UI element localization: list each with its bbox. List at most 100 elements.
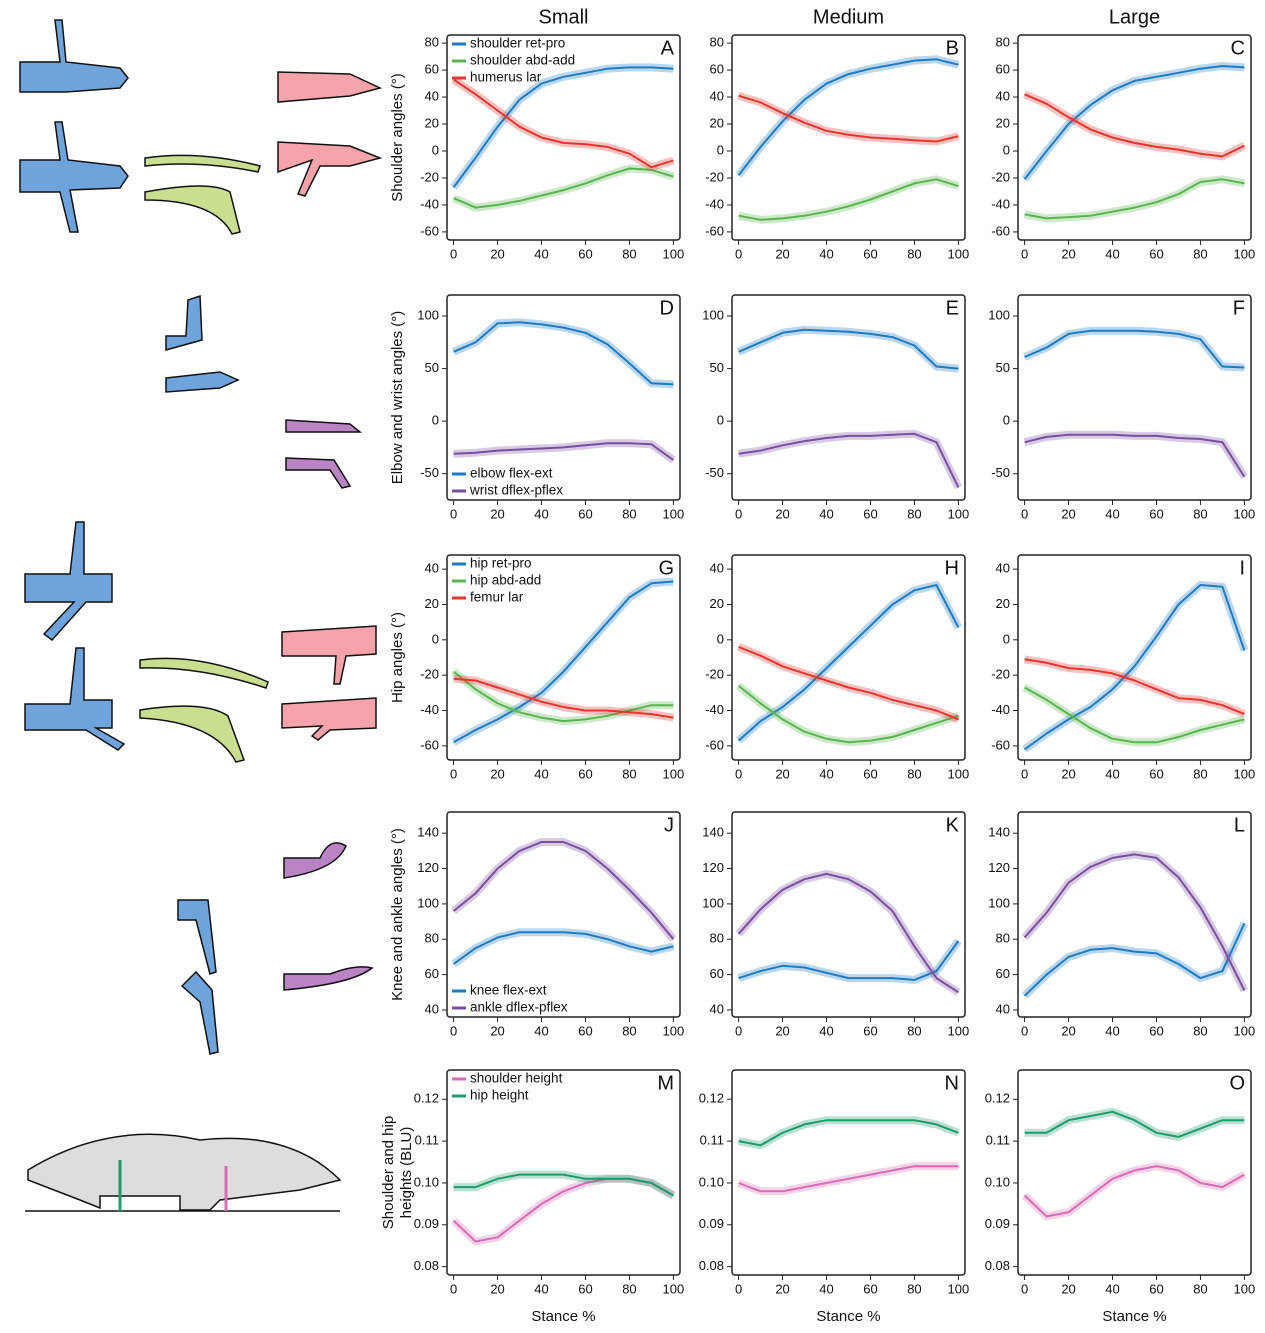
y-tick-label: 0.10 bbox=[699, 1174, 724, 1189]
y-tick-label: 100 bbox=[702, 307, 724, 322]
body-side bbox=[28, 1134, 340, 1210]
x-tick-label: 40 bbox=[534, 246, 548, 261]
illustrations bbox=[20, 20, 380, 1211]
hindlimb-side bbox=[282, 626, 376, 684]
x-tick-label: 0 bbox=[735, 766, 742, 781]
band bbox=[1025, 179, 1245, 218]
band bbox=[739, 59, 959, 175]
x-tick-label: 60 bbox=[578, 1281, 592, 1296]
y-tick-label: 0.11 bbox=[986, 1133, 1010, 1148]
y-tick-label: 140 bbox=[417, 825, 439, 840]
x-tick-label: 80 bbox=[907, 506, 921, 521]
ankle bbox=[284, 843, 346, 878]
y-tick-label: -50 bbox=[705, 465, 724, 480]
figure: SmallA-60-40-20020406080020406080100Shou… bbox=[0, 0, 1265, 1333]
x-tick-label: 40 bbox=[534, 1023, 548, 1038]
y-tick-label: 80 bbox=[710, 35, 724, 50]
y-tick-label: 0.09 bbox=[699, 1216, 724, 1231]
x-tick-label: 40 bbox=[1105, 506, 1119, 521]
panel-letter: E bbox=[946, 297, 959, 319]
y-tick-label: 0 bbox=[1003, 631, 1010, 646]
panel-letter: C bbox=[1231, 37, 1245, 59]
y-tick-label: 40 bbox=[996, 88, 1010, 103]
x-tick-label: 20 bbox=[775, 766, 789, 781]
x-tick-label: 40 bbox=[819, 1281, 833, 1296]
x-tick-label: 60 bbox=[863, 1281, 877, 1296]
x-tick-label: 60 bbox=[863, 1023, 877, 1038]
x-tick-label: 80 bbox=[622, 246, 636, 261]
hindlimb-front bbox=[140, 658, 268, 688]
hindlimb-top bbox=[25, 648, 124, 750]
x-tick-label: 60 bbox=[863, 506, 877, 521]
y-tick-label: -60 bbox=[991, 223, 1010, 238]
y-tick-label: 0.09 bbox=[414, 1216, 439, 1231]
hindlimb-front bbox=[140, 706, 244, 762]
x-tick-label: 100 bbox=[1234, 246, 1256, 261]
panel-letter: A bbox=[661, 37, 675, 59]
y-tick-label: 120 bbox=[417, 860, 439, 875]
band bbox=[454, 842, 674, 939]
panel-letter: F bbox=[1233, 297, 1245, 319]
y-tick-label: 50 bbox=[996, 360, 1010, 375]
band bbox=[1025, 1166, 1245, 1216]
y-tick-label: 80 bbox=[425, 35, 439, 50]
panel-letter: K bbox=[946, 814, 960, 836]
y-tick-label: 0.08 bbox=[985, 1258, 1010, 1273]
x-tick-label: 20 bbox=[490, 1281, 504, 1296]
forelimb-front bbox=[145, 186, 240, 234]
x-tick-label: 60 bbox=[1149, 246, 1163, 261]
forelimb-top-view bbox=[20, 20, 128, 92]
y-tick-label: -20 bbox=[420, 169, 439, 184]
y-tick-label: 0.08 bbox=[414, 1258, 439, 1273]
x-tick-label: 60 bbox=[578, 246, 592, 261]
legend-label: ankle dflex-pflex bbox=[470, 1000, 568, 1015]
y-tick-label: 100 bbox=[417, 307, 439, 322]
x-tick-label: 20 bbox=[775, 1023, 789, 1038]
y-axis-label: Knee and ankle angles (°) bbox=[389, 828, 406, 1001]
panel-letter: J bbox=[664, 814, 674, 836]
y-tick-label: 80 bbox=[996, 35, 1010, 50]
legend-label: hip abd-add bbox=[470, 573, 541, 588]
hindlimb-top bbox=[25, 522, 112, 640]
x-tick-label: 100 bbox=[1234, 506, 1256, 521]
x-tick-label: 0 bbox=[1021, 1281, 1028, 1296]
series-line bbox=[1025, 688, 1245, 743]
series-line bbox=[1025, 94, 1245, 156]
band bbox=[1025, 688, 1245, 743]
elbow bbox=[166, 372, 238, 392]
y-tick-label: -60 bbox=[420, 737, 439, 752]
x-tick-label: 100 bbox=[948, 766, 970, 781]
band bbox=[739, 179, 959, 220]
y-tick-label: 40 bbox=[425, 88, 439, 103]
x-tick-label: 100 bbox=[948, 506, 970, 521]
y-tick-label: 120 bbox=[988, 860, 1010, 875]
legend-label: shoulder height bbox=[470, 1071, 563, 1086]
wrist bbox=[286, 420, 360, 432]
x-axis-label: Stance % bbox=[816, 1308, 880, 1325]
x-tick-label: 20 bbox=[490, 766, 504, 781]
x-tick-label: 20 bbox=[775, 246, 789, 261]
y-tick-label: 60 bbox=[425, 62, 439, 77]
y-tick-label: 20 bbox=[425, 596, 439, 611]
wrist bbox=[286, 458, 350, 488]
y-tick-label: 140 bbox=[988, 825, 1010, 840]
y-tick-label: -40 bbox=[705, 196, 724, 211]
y-tick-label: -40 bbox=[420, 702, 439, 717]
x-tick-label: 100 bbox=[663, 1023, 685, 1038]
band bbox=[1025, 94, 1245, 156]
y-tick-label: 50 bbox=[425, 360, 439, 375]
x-tick-label: 0 bbox=[450, 246, 457, 261]
y-tick-label: 40 bbox=[996, 1001, 1010, 1016]
legend-label: wrist dflex-pflex bbox=[469, 483, 563, 498]
y-tick-label: 100 bbox=[988, 307, 1010, 322]
x-tick-label: 100 bbox=[1234, 766, 1256, 781]
y-tick-label: 0 bbox=[432, 413, 439, 428]
band bbox=[1025, 66, 1245, 179]
y-tick-label: 0 bbox=[1003, 413, 1010, 428]
knee bbox=[178, 900, 216, 974]
x-tick-label: 0 bbox=[735, 506, 742, 521]
x-tick-label: 80 bbox=[907, 1281, 921, 1296]
band bbox=[454, 80, 674, 168]
legend-label: elbow flex-ext bbox=[470, 466, 553, 481]
y-tick-label: -20 bbox=[991, 169, 1010, 184]
